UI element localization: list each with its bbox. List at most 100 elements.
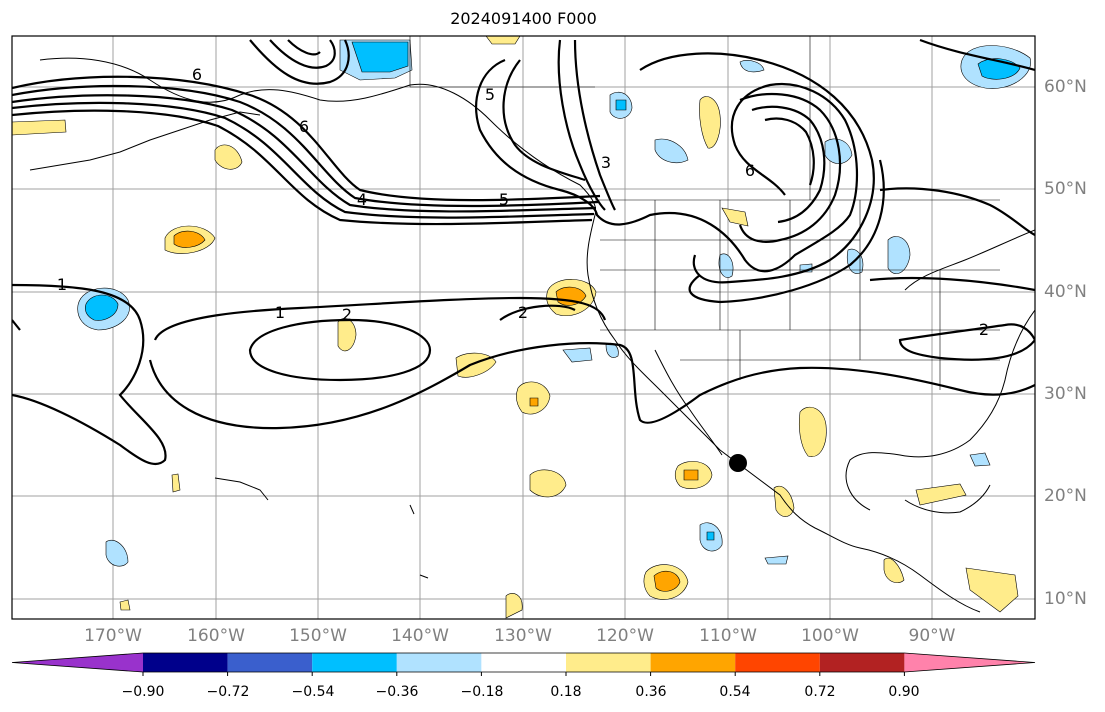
contour-label: 4 bbox=[357, 190, 367, 209]
colorbar-extend-high bbox=[904, 653, 1035, 672]
lat-label: 20°N bbox=[1044, 486, 1087, 506]
anomaly-blob bbox=[171, 473, 181, 493]
contour-line bbox=[269, 39, 336, 69]
anomaly-blob bbox=[653, 570, 681, 592]
contour-label-group: 6 6 4 5 5 3 6 1 1 2 2 2 bbox=[57, 65, 989, 339]
lon-label: 110°W bbox=[699, 626, 757, 646]
anomaly-blob bbox=[505, 593, 523, 619]
anomaly-blob bbox=[883, 558, 905, 583]
anomaly-blob bbox=[351, 41, 409, 73]
lon-label: 150°W bbox=[289, 626, 347, 646]
lon-label: 90°W bbox=[908, 626, 956, 646]
contour-line bbox=[287, 39, 321, 56]
anomaly-blob bbox=[337, 318, 357, 352]
anomaly-blob bbox=[965, 567, 1019, 613]
contour-line bbox=[153, 296, 607, 341]
contour-label: 1 bbox=[275, 303, 285, 322]
contour-line bbox=[557, 39, 606, 211]
colorbar-segment bbox=[566, 653, 651, 672]
anomaly-blob bbox=[84, 294, 119, 321]
contour-line bbox=[12, 75, 601, 202]
anomaly-blob bbox=[721, 207, 749, 227]
contour-line bbox=[12, 101, 595, 219]
contour-line bbox=[869, 276, 1035, 292]
colorbar-tick-label: −0.18 bbox=[460, 684, 504, 700]
colorbar bbox=[11, 652, 1036, 676]
lon-label: 160°W bbox=[187, 626, 245, 646]
anomaly-blob bbox=[654, 138, 689, 163]
anomaly-blob bbox=[529, 469, 567, 498]
contour-line bbox=[12, 84, 599, 208]
colorbar-segment bbox=[481, 653, 566, 672]
anomaly-blob bbox=[764, 555, 789, 565]
colorbar-segment bbox=[735, 653, 820, 672]
colorbar-tick-label: 0.54 bbox=[719, 684, 751, 700]
contour-line bbox=[12, 319, 21, 331]
map-frame bbox=[11, 35, 1036, 620]
colorbar-segment bbox=[143, 653, 228, 672]
anomaly-blob bbox=[887, 236, 911, 274]
colorbar-extend-low bbox=[12, 653, 143, 672]
colorbar-segment bbox=[227, 653, 313, 672]
contour-line bbox=[12, 283, 167, 466]
anomaly-shading bbox=[12, 36, 1031, 619]
colorbar-tick-label: −0.36 bbox=[375, 684, 419, 700]
anomaly-blob bbox=[706, 531, 715, 541]
contour-line bbox=[688, 159, 885, 304]
anomaly-blob bbox=[915, 483, 967, 506]
anomaly-blob bbox=[683, 469, 699, 481]
lat-label: 60°N bbox=[1044, 77, 1087, 97]
contour-label: 5 bbox=[485, 85, 495, 104]
colorbar-segment bbox=[819, 653, 905, 672]
contour-line bbox=[919, 38, 1035, 72]
contour-line bbox=[12, 109, 593, 226]
anomaly-blob bbox=[562, 347, 593, 363]
contour-line bbox=[764, 117, 815, 186]
colorbar-tick-label: 0.18 bbox=[550, 684, 582, 700]
lat-label: 30°N bbox=[1044, 384, 1087, 404]
colorbar-segment bbox=[312, 653, 397, 672]
contour-label: 6 bbox=[745, 161, 755, 180]
contour-label: 2 bbox=[979, 320, 989, 339]
map-title: 2024091400 F000 bbox=[450, 9, 597, 28]
contour-line bbox=[249, 39, 350, 85]
anomaly-blob bbox=[214, 144, 243, 170]
contour-line bbox=[475, 58, 859, 273]
contour-label: 6 bbox=[192, 65, 202, 84]
contour-line bbox=[573, 39, 616, 211]
anomaly-blob bbox=[12, 119, 67, 136]
anomaly-blob bbox=[485, 36, 521, 45]
contour-line bbox=[639, 52, 875, 284]
contour-lines bbox=[12, 38, 1035, 466]
lon-label: 130°W bbox=[494, 626, 552, 646]
contour-label: 5 bbox=[499, 190, 509, 209]
contour-line bbox=[898, 323, 1035, 361]
anomaly-blob bbox=[615, 99, 627, 111]
anomaly-blob bbox=[173, 230, 206, 248]
contour-label: 6 bbox=[299, 117, 309, 136]
contour-label: 1 bbox=[57, 275, 67, 294]
contour-line bbox=[499, 304, 576, 321]
anomaly-blob bbox=[105, 540, 129, 567]
contour-line bbox=[738, 92, 842, 243]
contour-line bbox=[12, 94, 597, 213]
state-borders bbox=[409, 36, 1000, 390]
contour-label: 2 bbox=[518, 303, 528, 322]
contour-line bbox=[248, 318, 432, 382]
colorbar-tick-label: −0.90 bbox=[121, 684, 165, 700]
lat-label: 50°N bbox=[1044, 179, 1087, 199]
lon-label: 120°W bbox=[596, 626, 654, 646]
lon-label: 140°W bbox=[391, 626, 449, 646]
contour-line bbox=[502, 59, 586, 182]
anomaly-blob bbox=[718, 253, 734, 278]
contour-line bbox=[879, 187, 1035, 236]
anomaly-blob bbox=[119, 599, 131, 611]
contour-label: 2 bbox=[342, 305, 352, 324]
lat-label: 40°N bbox=[1044, 282, 1087, 302]
anomaly-blob bbox=[739, 60, 765, 73]
colorbar-tick-label: 0.90 bbox=[888, 684, 920, 700]
contour-line bbox=[148, 342, 1035, 430]
anomaly-blob bbox=[699, 96, 721, 149]
lat-label: 10°N bbox=[1044, 589, 1087, 609]
